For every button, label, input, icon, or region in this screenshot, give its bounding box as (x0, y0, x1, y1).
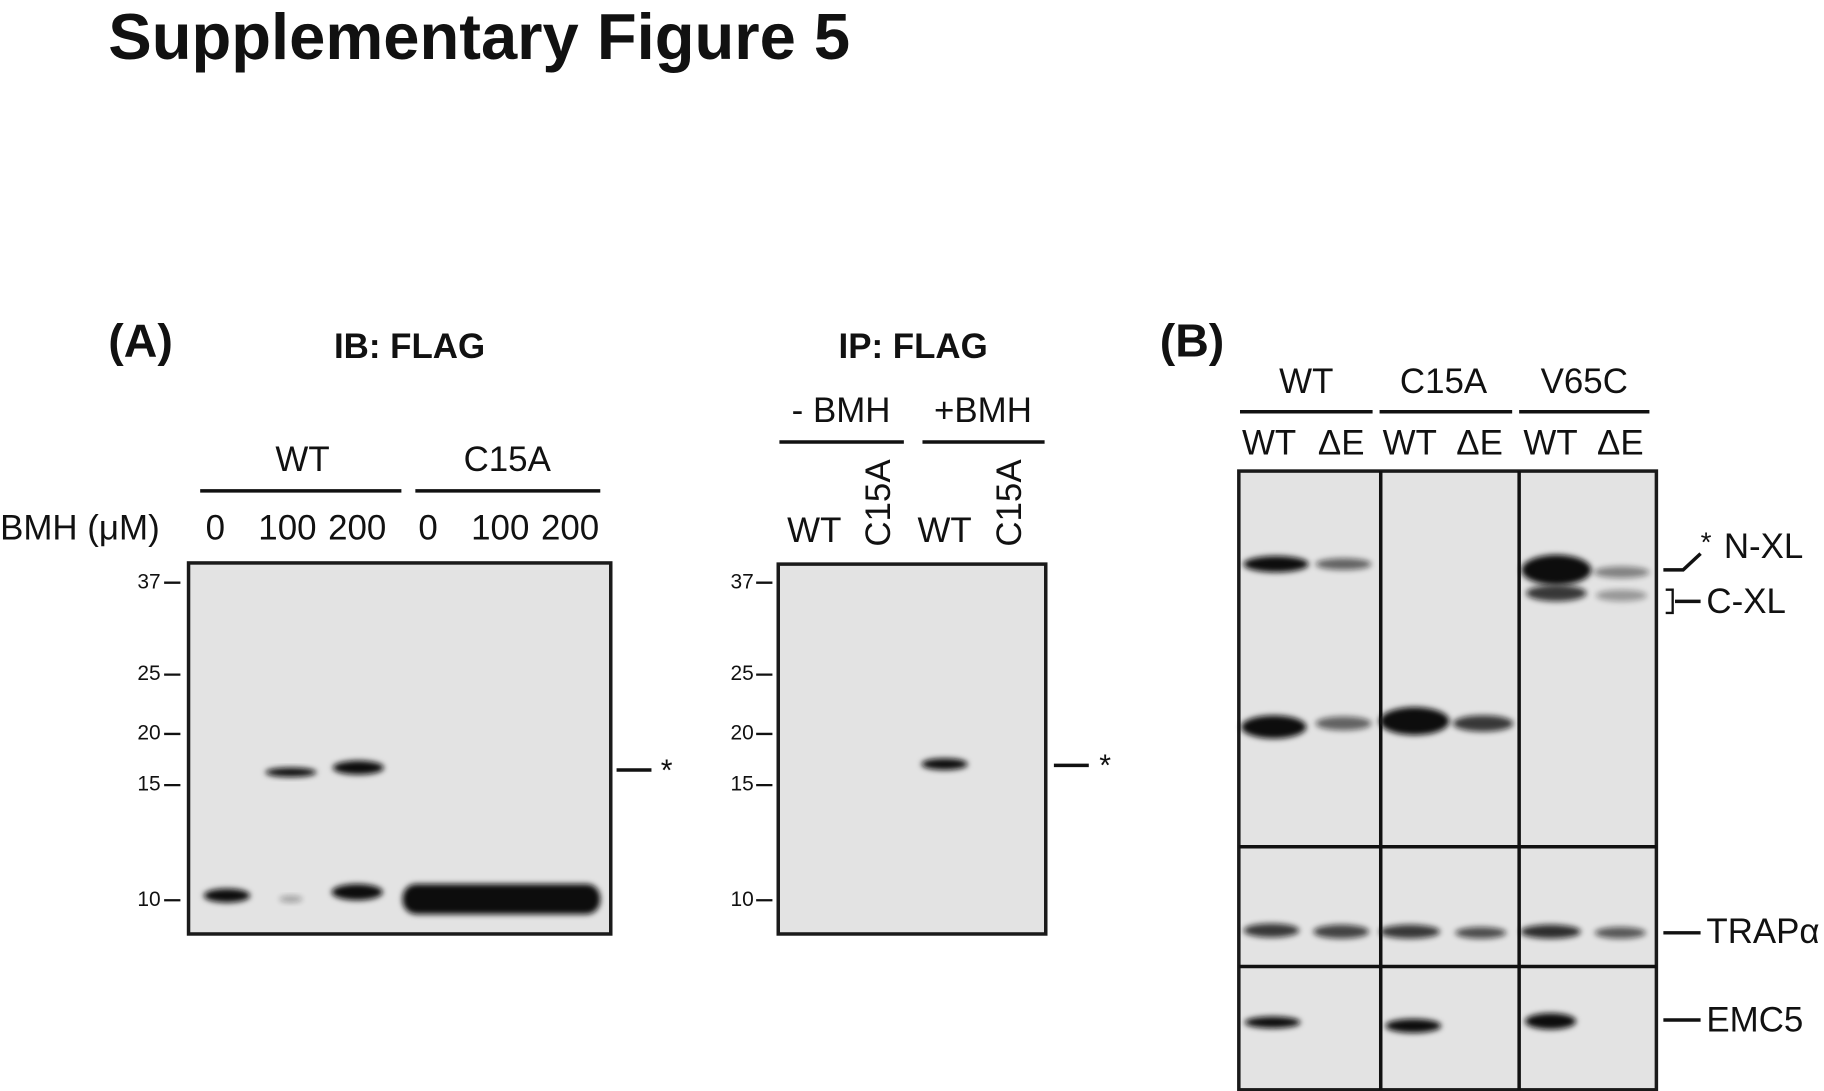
lane-label: WT (1383, 424, 1437, 463)
marker-label: 20 (731, 721, 754, 744)
figure-title: Supplementary Figure 5 (108, 0, 850, 73)
panel-label: (B) (1160, 315, 1225, 367)
lane-label: 100 (471, 509, 529, 548)
marker-label: 15 (731, 773, 754, 796)
annotation: N-XL (1724, 527, 1803, 566)
marker-label: 25 (731, 662, 754, 685)
annotation: TRAPα (1706, 912, 1819, 951)
group-label: WT (1279, 362, 1333, 401)
marker-label: 10 (137, 888, 160, 911)
lane-label: 100 (258, 509, 316, 548)
band (921, 758, 968, 770)
blot (186, 561, 613, 936)
marker-label: 37 (137, 570, 160, 593)
lane-label: WT (787, 511, 841, 550)
annotation: * (1099, 750, 1111, 783)
lane-label: C15A (859, 459, 898, 547)
blot (776, 562, 1048, 936)
lane-label: WT (1242, 424, 1296, 463)
lane-label: 200 (541, 509, 599, 548)
annotation-line (1663, 552, 1702, 572)
group-label: - BMH (792, 391, 891, 430)
annotation: EMC5 (1706, 1001, 1803, 1040)
marker-label: 15 (137, 773, 160, 796)
bands (1241, 554, 1650, 1033)
bracket (1665, 588, 1674, 615)
lane-label: C15A (990, 459, 1029, 547)
annotation: * (1701, 527, 1712, 558)
marker-label: 20 (137, 721, 160, 744)
group-label: C15A (464, 440, 552, 479)
group-label: C15A (1400, 362, 1488, 401)
lane-label: WT (917, 511, 971, 550)
blot-heading: IP: FLAG (839, 327, 988, 366)
lane-label: 0 (418, 509, 437, 548)
lane-label: ΔE (1318, 424, 1365, 463)
marker-label: 10 (731, 888, 754, 911)
row-label: BMH (μM) (0, 509, 160, 548)
marker-label: 37 (731, 570, 754, 593)
marker-label: 25 (137, 662, 160, 685)
lane-label: WT (1523, 424, 1577, 463)
lane-label: 200 (328, 509, 386, 548)
annotation: * (661, 754, 673, 787)
panel-label: (A) (108, 315, 173, 367)
lane-label: ΔE (1597, 424, 1644, 463)
group-label: V65C (1541, 362, 1628, 401)
annotation: C-XL (1706, 582, 1785, 621)
lane-label: 0 (206, 509, 225, 548)
bands (203, 760, 601, 915)
group-label: WT (275, 440, 329, 479)
blot-heading: IB: FLAG (334, 327, 485, 366)
lane-label: ΔE (1456, 424, 1503, 463)
group-label: +BMH (934, 391, 1032, 430)
